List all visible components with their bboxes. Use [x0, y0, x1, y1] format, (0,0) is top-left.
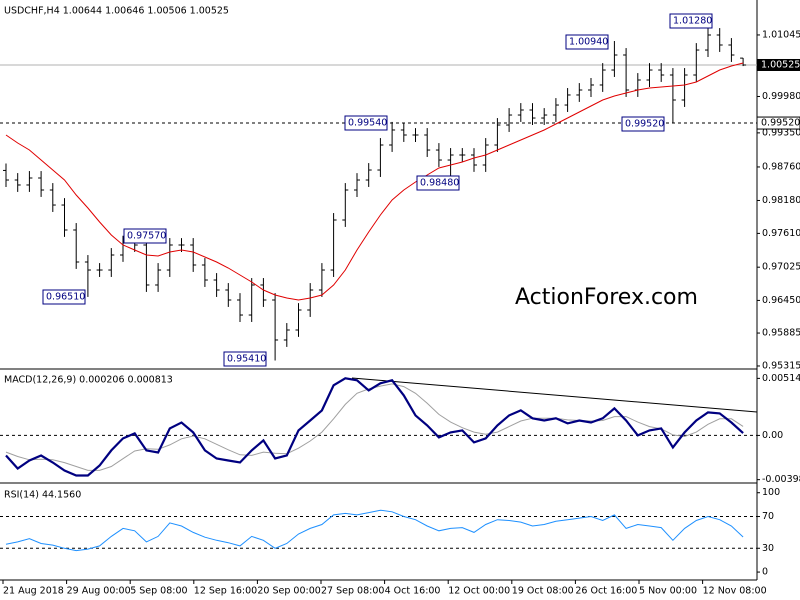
y-tick-label: 0.96450 — [762, 295, 800, 306]
annotation-box — [669, 13, 713, 29]
price-label: 1.00525 — [761, 59, 800, 70]
y-tick-label: 1.01045 — [762, 29, 800, 40]
annotation-box — [223, 351, 267, 367]
annotation: 1.01280 — [673, 16, 712, 27]
annotation: 0.99540 — [348, 118, 387, 129]
x-tick-label: 12 Nov 08:00 — [703, 586, 767, 597]
x-tick-label: 12 Sep 16:00 — [194, 586, 257, 597]
annotation-box — [344, 115, 388, 131]
y-tick-label: 100 — [762, 487, 780, 498]
y-tick-label: 0.00 — [762, 430, 783, 441]
y-tick-label: 0 — [762, 567, 768, 578]
annotation: 0.99520 — [625, 119, 664, 130]
y-tick-label: 0.95315 — [762, 360, 800, 371]
trend-line — [351, 377, 758, 413]
annotation: 0.95410 — [227, 354, 266, 365]
annotation: 0.97570 — [127, 231, 166, 242]
x-tick-label: 19 Oct 08:00 — [512, 586, 574, 597]
y-tick-label: 0.99980 — [762, 91, 800, 102]
annotation: 0.98480 — [420, 178, 459, 189]
x-tick-label: 29 Aug 00:00 — [67, 586, 131, 597]
x-tick-label: 5 Nov 00:00 — [639, 586, 697, 597]
annotation-box — [565, 34, 609, 50]
annotation-box — [42, 289, 86, 305]
x-tick-label: 5 Sep 08:00 — [130, 586, 187, 597]
annotation-box — [416, 175, 460, 191]
rsi-title: RSI(14) 44.1560 — [4, 490, 81, 501]
x-tick-label: 20 Sep 00:00 — [257, 586, 320, 597]
y-tick-label: 0.95885 — [762, 328, 800, 339]
y-tick-label: 70 — [762, 511, 774, 522]
x-tick-label: 12 Oct 00:00 — [448, 586, 510, 597]
x-tick-label: 26 Oct 16:00 — [575, 586, 637, 597]
y-tick-label: 0.98760 — [762, 161, 800, 172]
x-tick-label: 21 Aug 2018 — [3, 586, 64, 597]
y-tick-label: 0.98180 — [762, 195, 800, 206]
x-tick-label: 27 Sep 08:00 — [321, 586, 384, 597]
y-tick-label: 0.99350 — [762, 127, 800, 138]
macd-title: MACD(12,26,9) 0.000206 0.000813 — [4, 375, 173, 386]
y-tick-label: 0.97025 — [762, 262, 800, 273]
annotation: 0.96510 — [46, 292, 85, 303]
rsi-line — [5, 509, 744, 552]
chart-title: USDCHF,H4 1.00644 1.00646 1.00506 1.0052… — [4, 6, 229, 17]
annotation-box — [123, 228, 167, 244]
watermark: ActionForex.com — [515, 285, 698, 310]
y-tick-label: 30 — [762, 543, 774, 554]
price-box — [757, 58, 800, 71]
annotation: 1.00940 — [569, 37, 608, 48]
level-label: 0.99520 — [761, 118, 800, 129]
y-tick-label: 0.97610 — [762, 228, 800, 239]
x-tick-label: 4 Oct 16:00 — [385, 586, 441, 597]
y-tick-label: -0.003989 — [762, 474, 800, 485]
macd-line — [5, 377, 744, 477]
moving-average — [5, 62, 744, 301]
y-tick-label: 0.005145 — [762, 373, 800, 384]
annotation-box — [621, 116, 665, 132]
level-box — [756, 116, 800, 130]
